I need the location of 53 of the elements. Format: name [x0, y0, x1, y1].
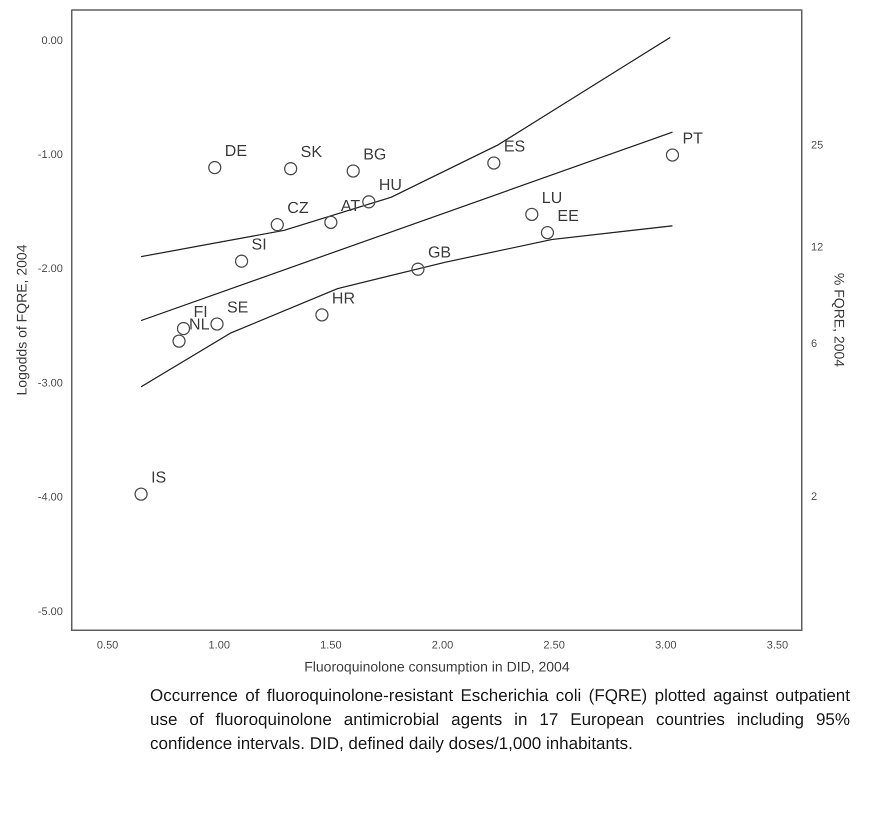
x-axis-title: Fluoroquinolone consumption in DID, 2004 [304, 658, 570, 674]
point [208, 160, 222, 174]
y-tick-label: -3.00 [38, 377, 63, 390]
annotation: SE [227, 299, 248, 316]
annotation: BG [363, 146, 386, 164]
y-tick-label: -4.00 [38, 492, 63, 504]
point [324, 216, 338, 230]
point [172, 334, 186, 348]
point [666, 148, 680, 162]
x-tick-label: 3.50 [766, 640, 788, 652]
y2-axis-title: % FQRE, 2004 [832, 272, 848, 368]
point [315, 308, 329, 322]
point [525, 208, 538, 222]
point [270, 218, 284, 232]
annotation: GB [428, 244, 452, 262]
point [487, 156, 501, 170]
text: Occurrence of fluoroquinolone-resistant Escherichia coli (FQRE) plotted against outpatient use of fluoroquinolone antimicrobial agents in 17 European countries including 95% confidence intervals. DID, defined daily doses/1,000 inhabitants. [150, 685, 850, 755]
annotation: DE [224, 142, 247, 160]
annotation: PT [682, 130, 704, 148]
point [411, 262, 425, 276]
x-tick-label: 1.00 [208, 640, 230, 652]
y-tick-label: 0.00 [41, 34, 63, 47]
x-tick-label: 2.00 [432, 640, 454, 652]
y-axis-title: Logodds of FQRE, 2004 [13, 244, 30, 396]
point [540, 226, 554, 240]
annotation: NL [189, 316, 210, 334]
x-tick-label: 0.50 [96, 640, 118, 652]
y2-tick-label: 2 [810, 491, 818, 504]
annotation: HR [332, 290, 356, 308]
x-tick-label: 2.50 [543, 640, 565, 652]
annotation: EE [557, 208, 579, 226]
y-tick-label: -2.00 [38, 263, 63, 276]
annotation: CZ [287, 200, 309, 218]
y-tick-label: -1.00 [38, 149, 63, 162]
point [134, 487, 148, 501]
y2-tick-label: 12 [810, 241, 824, 254]
y2-tick-label: 6 [810, 338, 818, 350]
annotation: HU [378, 177, 402, 194]
annotation: LU [542, 190, 562, 207]
point [234, 254, 248, 268]
y2-tick-label: 25 [810, 139, 824, 152]
annotation: ES [504, 138, 526, 156]
x-tick-label: 3.00 [655, 640, 676, 652]
point [210, 317, 224, 331]
point [346, 164, 360, 178]
x-tick-label: 1.50 [320, 640, 342, 652]
annotation: SI [252, 236, 267, 254]
point [176, 322, 190, 336]
point [284, 162, 298, 176]
annotation: SK [300, 144, 322, 162]
annotation: IS [151, 470, 166, 487]
point [362, 195, 376, 208]
y-tick-label: -5.00 [38, 606, 63, 618]
